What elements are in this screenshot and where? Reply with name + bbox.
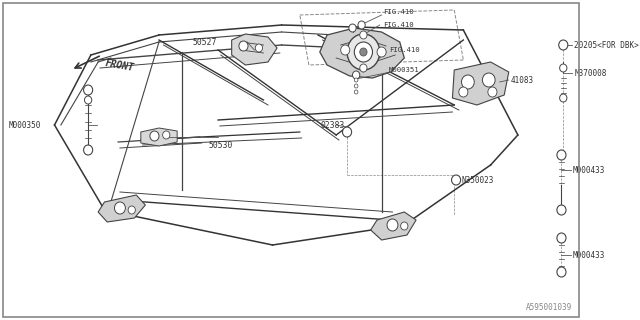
Circle shape [355,42,372,62]
Circle shape [557,150,566,160]
Circle shape [342,127,351,137]
Text: M000350: M000350 [9,121,42,130]
Text: 02383: 02383 [321,121,345,130]
Polygon shape [452,62,509,105]
Text: 20205<FOR DBK>: 20205<FOR DBK> [574,41,639,50]
Circle shape [115,202,125,214]
Polygon shape [371,212,416,240]
Circle shape [255,44,262,52]
Circle shape [128,206,136,214]
Text: 50530: 50530 [209,140,234,149]
Circle shape [355,84,358,88]
Circle shape [347,34,380,70]
Polygon shape [98,195,145,222]
Circle shape [84,145,93,155]
Circle shape [559,64,567,72]
Text: M000351: M000351 [389,67,419,73]
Text: M370008: M370008 [574,68,607,77]
Circle shape [360,48,367,56]
Text: 41083: 41083 [511,76,534,84]
Text: N350023: N350023 [461,175,494,185]
Circle shape [239,41,248,51]
Polygon shape [141,128,177,146]
Circle shape [401,222,408,230]
Text: A595001039: A595001039 [526,303,572,312]
Circle shape [377,47,386,57]
Circle shape [559,94,567,102]
Circle shape [461,75,474,89]
Circle shape [84,85,93,95]
Circle shape [459,87,468,97]
Circle shape [360,64,367,72]
Circle shape [557,267,566,277]
Circle shape [387,219,398,231]
Circle shape [488,87,497,97]
Circle shape [355,78,358,82]
Circle shape [340,45,350,55]
Polygon shape [232,34,277,65]
Circle shape [355,90,358,94]
Circle shape [559,40,568,50]
Circle shape [358,21,365,29]
Circle shape [557,205,566,215]
Circle shape [84,96,92,104]
Circle shape [150,131,159,141]
Circle shape [557,233,566,243]
Circle shape [349,24,356,32]
Text: M000433: M000433 [572,251,605,260]
Text: M000433: M000433 [572,165,605,174]
Text: FRONT: FRONT [104,58,135,73]
Circle shape [353,71,360,79]
Circle shape [483,73,495,87]
Text: FIG.410: FIG.410 [383,22,414,28]
Text: FIG.410: FIG.410 [383,9,414,15]
Circle shape [163,131,170,139]
Circle shape [452,175,461,185]
Text: 50527: 50527 [193,37,217,46]
Text: FIG.410: FIG.410 [389,47,419,53]
Circle shape [360,31,367,39]
Polygon shape [320,28,404,78]
